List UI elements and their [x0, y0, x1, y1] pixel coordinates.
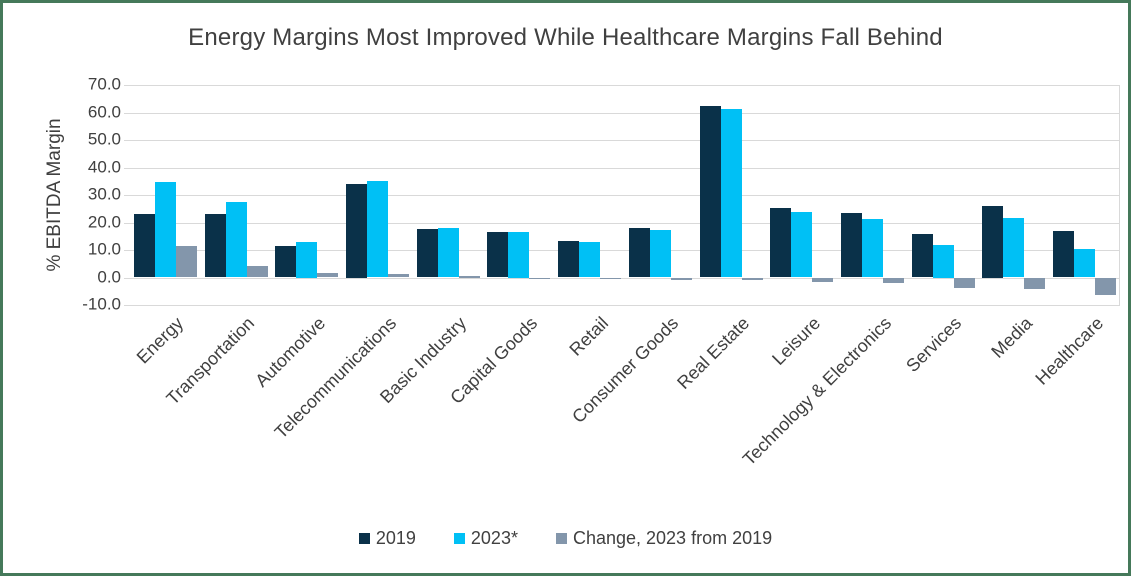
bar-2019-telecommunications — [346, 184, 367, 278]
bar-2019-transportation — [204, 213, 226, 278]
y-tick-label: 70.0 — [87, 74, 121, 94]
gridline-60 — [124, 112, 1120, 114]
bar-2023-automotive — [296, 241, 318, 278]
bar-2019-retail — [558, 241, 580, 278]
bar-change-2023-from-2019-energy — [175, 246, 197, 278]
bar-2019-technology-electronics — [841, 213, 862, 278]
y-tick-label: 0.0 — [97, 267, 121, 287]
bar-change-2023-from-2019-transportation — [246, 265, 268, 278]
legend-swatch-2019 — [358, 533, 370, 544]
legend-swatch-change-2023-from-2019 — [555, 533, 567, 544]
bar-change-2023-from-2019-healthcare — [1095, 277, 1117, 296]
bar-2023-technology-electronics — [862, 218, 883, 278]
y-tick-label: 50.0 — [87, 129, 121, 149]
bar-change-2023-from-2019-media — [1024, 277, 1046, 290]
bar-2023-leisure — [791, 212, 813, 278]
bar-2023-real-estate — [720, 108, 742, 278]
bar-2019-consumer-goods — [628, 227, 650, 278]
gridline--10 — [124, 305, 1120, 306]
chart-legend: 2019 2023* Change, 2023 from 2019 — [3, 528, 1128, 549]
gridline-30 — [124, 195, 1120, 196]
bar-2023-media — [1003, 217, 1025, 278]
bar-2019-automotive — [275, 246, 297, 278]
bar-2019-healthcare — [1053, 231, 1075, 278]
bar-2023-services — [932, 244, 954, 278]
bar-change-2023-from-2019-retail — [600, 277, 622, 279]
bar-2019-basic-industry — [416, 229, 438, 278]
gridline-70 — [124, 85, 1120, 86]
chart-title: Energy Margins Most Improved While Healt… — [188, 24, 943, 51]
legend-item-change-2023-from-2019: Change, 2023 from 2019 — [555, 528, 773, 549]
legend-swatch-2023 — [453, 533, 465, 544]
bar-2023-retail — [579, 242, 601, 278]
legend-item-2019: 2019 — [358, 528, 416, 549]
bar-change-2023-from-2019-real-estate — [741, 277, 763, 281]
bar-2023-consumer-goods — [649, 229, 671, 278]
y-tick-label: -10.0 — [82, 294, 121, 314]
bar-2019-capital-goods — [487, 231, 509, 278]
y-tick-label: 40.0 — [87, 157, 121, 177]
plot-right-border — [1119, 85, 1120, 305]
bar-2023-capital-goods — [508, 232, 530, 278]
gridline-10 — [124, 250, 1120, 251]
bar-2023-transportation — [225, 202, 247, 278]
legend-item-2023: 2023* — [453, 528, 518, 549]
y-tick-label: 20.0 — [87, 212, 121, 232]
bar-change-2023-from-2019-basic-industry — [458, 276, 480, 278]
bar-2019-real-estate — [699, 106, 721, 278]
bar-2019-services — [911, 234, 933, 278]
bar-change-2023-from-2019-telecommunications — [388, 274, 409, 278]
y-tick-label: 30.0 — [87, 184, 121, 204]
bar-change-2023-from-2019-leisure — [812, 277, 834, 282]
y-tick-label: 10.0 — [87, 239, 121, 259]
legend-label: 2019 — [375, 528, 416, 548]
bar-2023-basic-industry — [437, 227, 459, 278]
bar-change-2023-from-2019-services — [953, 277, 975, 288]
plot-area — [124, 85, 1120, 306]
bar-change-2023-from-2019-automotive — [317, 272, 339, 278]
gridline-0 — [124, 277, 1120, 279]
bar-2019-energy — [133, 213, 155, 278]
bar-2023-healthcare — [1074, 248, 1096, 278]
bar-2019-leisure — [770, 207, 792, 278]
bar-change-2023-from-2019-capital-goods — [529, 277, 551, 279]
bar-change-2023-from-2019-consumer-goods — [670, 277, 692, 280]
bar-2019-media — [982, 206, 1004, 278]
bar-2023-energy — [154, 182, 176, 278]
bar-change-2023-from-2019-technology-electronics — [883, 277, 904, 283]
gridline-50 — [124, 140, 1120, 141]
bar-2023-telecommunications — [367, 180, 388, 278]
gridline-40 — [124, 167, 1120, 169]
legend-label: 2023* — [470, 528, 518, 548]
gridline-20 — [124, 222, 1120, 224]
legend-label: Change, 2023 from 2019 — [572, 528, 773, 548]
y-tick-label: 60.0 — [87, 102, 121, 122]
